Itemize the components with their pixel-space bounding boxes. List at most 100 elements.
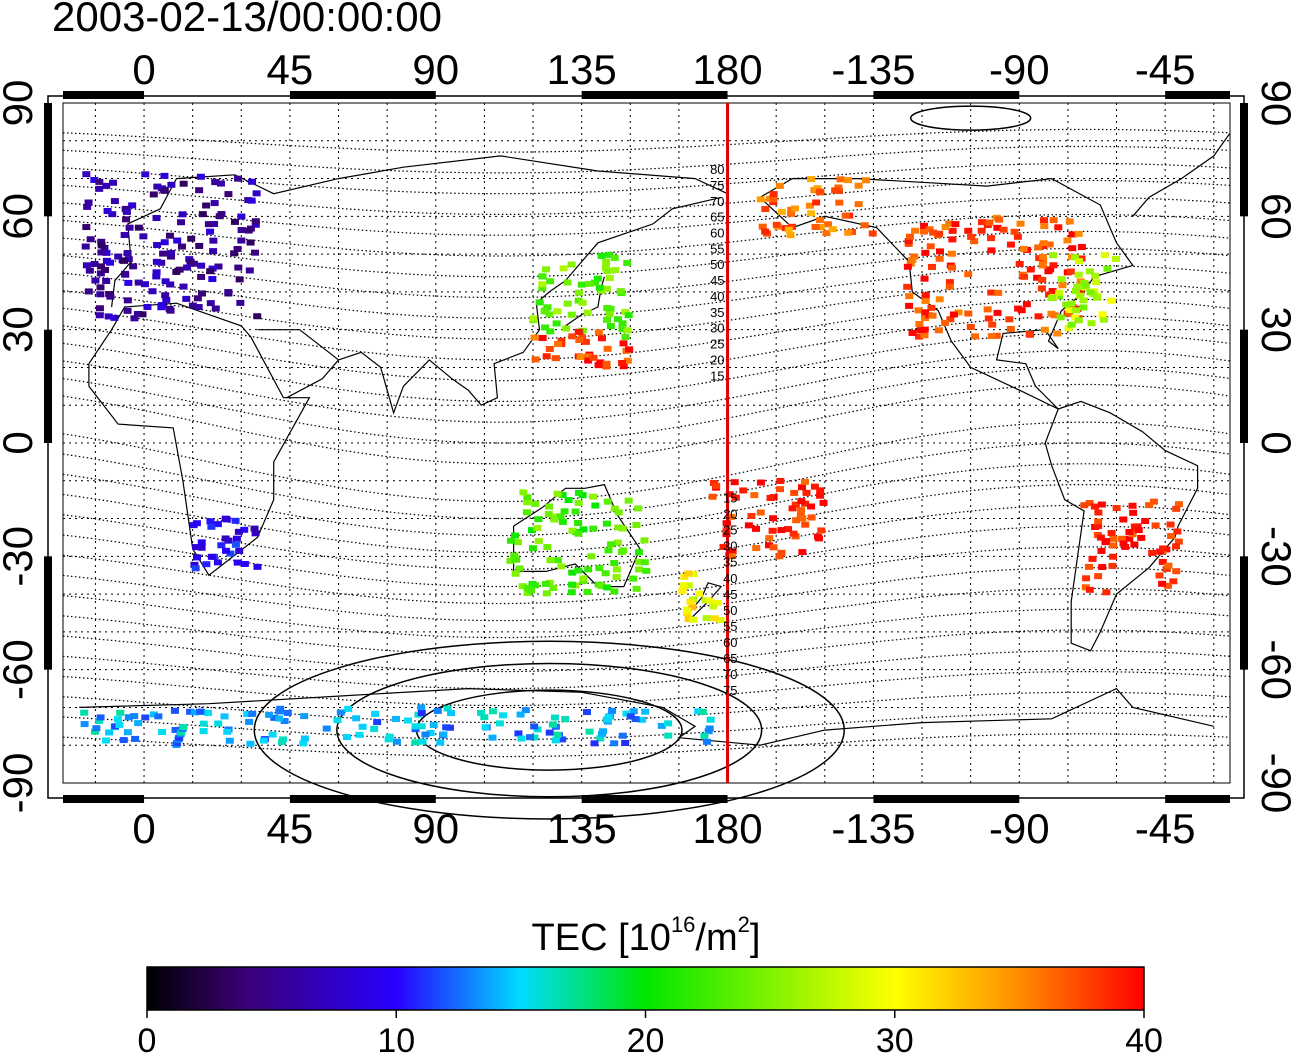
tec-cell (1174, 501, 1183, 508)
tec-cell (964, 227, 973, 234)
tec-cell (1047, 294, 1056, 301)
tec-cell (694, 708, 703, 715)
tec-cell (183, 264, 192, 271)
tec-cell (543, 543, 552, 550)
coastline (257, 329, 340, 399)
tec-cell (574, 289, 583, 296)
tec-cell (994, 289, 1003, 296)
tec-cell (233, 245, 242, 252)
tec-cell (797, 507, 806, 514)
tec-cell (1096, 534, 1105, 541)
tec-cell (417, 704, 426, 711)
tec-cell (712, 482, 721, 489)
tec-cell (558, 736, 567, 743)
tec-cell (618, 360, 627, 367)
tec-cell (941, 319, 950, 326)
tec-cell (1129, 509, 1138, 516)
colorbar-tick-label: 40 (1125, 1022, 1163, 1057)
tec-cell (841, 212, 850, 219)
frame-bar-right (1240, 103, 1248, 217)
tec-cell (1067, 300, 1076, 307)
tec-cell (584, 353, 593, 360)
tec-cell (542, 353, 551, 360)
tec-cell (584, 566, 593, 573)
tec-cell (525, 734, 534, 741)
tec-cell (941, 224, 950, 231)
tec-cell (629, 708, 638, 715)
tec-cell (947, 250, 956, 257)
mlat-contour-north (909, 105, 1032, 131)
tec-cell (578, 299, 587, 306)
tec-cell (1145, 502, 1154, 509)
tec-cell (125, 224, 134, 231)
tec-cell (614, 524, 623, 531)
lon-tick-bottom: -135 (831, 805, 915, 852)
lat-tick-left: 90 (0, 80, 41, 127)
tec-cell (613, 539, 622, 546)
tec-cell (908, 256, 917, 263)
frame-bar-bottom (581, 795, 728, 803)
tec-cell (862, 177, 871, 184)
tec-cell (1050, 312, 1059, 319)
tec-cell (129, 263, 138, 270)
mlat-curve (62, 546, 1231, 605)
tec-cell (443, 705, 452, 712)
mlat-curve (62, 733, 1231, 758)
tec-cell (411, 739, 420, 746)
tec-cell (568, 581, 577, 588)
tec-cell (90, 728, 99, 735)
tec-cell (579, 575, 588, 582)
tec-cell (511, 570, 520, 577)
tec-cell (516, 711, 525, 718)
tec-cell (203, 709, 212, 716)
lat-tick-left: 0 (0, 431, 41, 454)
tec-cell (1006, 241, 1015, 248)
tec-cell (599, 728, 608, 735)
tec-cell (906, 260, 915, 267)
tec-cell (276, 705, 285, 712)
tec-cell (343, 734, 352, 741)
tec-cell (574, 567, 583, 574)
tec-cell (514, 730, 523, 737)
tec-cell (545, 311, 554, 318)
mlat-label: 40 (710, 289, 724, 304)
tec-cell (213, 521, 222, 528)
tec-cell (816, 487, 825, 494)
tec-cell (1026, 266, 1035, 273)
tec-cell (571, 508, 580, 515)
tec-cell (623, 327, 632, 334)
tec-cell (567, 589, 576, 596)
tec-cell (433, 707, 442, 714)
tec-cell (530, 723, 539, 730)
tec-cell (193, 295, 202, 302)
tec-cell (95, 178, 104, 185)
tec-cell (1086, 289, 1095, 296)
tec-cell (705, 725, 714, 732)
mlat-label: 55 (710, 241, 724, 256)
tec-cell (141, 714, 150, 721)
tec-cell (1034, 313, 1043, 320)
tec-cell (596, 735, 605, 742)
tec-cell (95, 717, 104, 724)
tec-cell (546, 278, 555, 285)
tec-cell (234, 264, 243, 271)
tec-cell (1109, 542, 1118, 549)
tec-cell (224, 289, 233, 296)
tec-cell (574, 530, 583, 537)
tec-cell (1166, 521, 1175, 528)
lon-tick-top: -90 (989, 46, 1050, 93)
tec-cell (688, 604, 697, 611)
mlat-label: 65 (723, 651, 737, 666)
tec-cell (542, 590, 551, 597)
tec-cell (116, 709, 125, 716)
tec-cell (731, 494, 740, 501)
frame-bar-bottom (873, 795, 1020, 803)
tec-cell (807, 514, 816, 521)
tec-cell (518, 583, 527, 590)
tec-cell (641, 708, 650, 715)
tec-cell (417, 723, 426, 730)
tec-cell (817, 527, 826, 534)
tec-cell (404, 717, 413, 724)
colorbar-tick-label: 10 (377, 1022, 415, 1057)
frame-bar-top (873, 91, 1020, 99)
